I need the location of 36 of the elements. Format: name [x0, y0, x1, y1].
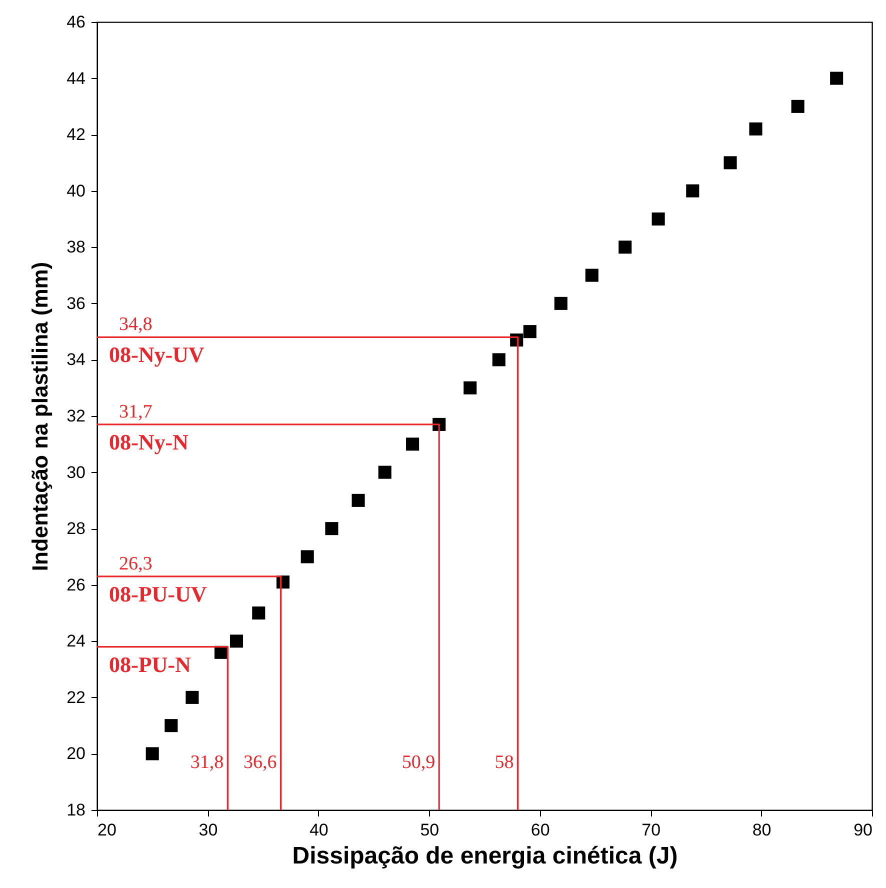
- y-tick-label: 34: [66, 350, 86, 370]
- series-label: 08-Ny-UV: [109, 342, 204, 368]
- y-tick-label: 28: [66, 519, 86, 538]
- y-tick-label: 22: [66, 688, 86, 707]
- annotation: 26,3: [119, 553, 152, 574]
- x-tick-label: 40: [309, 820, 328, 840]
- annotation: 34,8: [119, 314, 152, 336]
- annotation: 36,6: [244, 752, 277, 773]
- x-tick-label: 90: [854, 820, 872, 840]
- y-tick-label: 24: [66, 632, 86, 651]
- y-tick-label: 36: [66, 294, 86, 313]
- annotation: 50,9: [402, 752, 436, 773]
- annotation: 31,7: [119, 401, 152, 422]
- y-tick-label: 42: [66, 125, 86, 144]
- series-label: 08-PU-N: [109, 652, 191, 677]
- y-tick-label: 30: [66, 462, 86, 482]
- x-tick-label: 70: [642, 820, 661, 840]
- series-label: 08-PU-UV: [109, 581, 207, 606]
- annotation: 58: [494, 752, 514, 773]
- y-tick-label: 26: [66, 575, 86, 594]
- y-tick-label: 40: [66, 181, 86, 200]
- annotation: 31,8: [190, 752, 224, 773]
- y-tick-label: 32: [66, 406, 86, 426]
- y-tick-label: 20: [66, 744, 86, 764]
- x-axis-title: Dissipação de energia cinética (J): [292, 842, 678, 870]
- y-tick-label: 46: [66, 12, 86, 32]
- x-tick-label: 20: [98, 820, 116, 840]
- x-tick-label: 60: [530, 820, 550, 840]
- y-tick-label: 38: [66, 238, 86, 257]
- y-axis-title: Indentação na plastilina (mm): [28, 262, 53, 572]
- y-tick-label: 44: [66, 68, 86, 88]
- x-tick-label: 50: [420, 820, 440, 840]
- x-tick-label: 30: [198, 820, 218, 840]
- series-label: 08-Ny-N: [109, 429, 189, 454]
- y-tick-label: 18: [66, 800, 86, 820]
- x-tick-label: 80: [752, 820, 772, 840]
